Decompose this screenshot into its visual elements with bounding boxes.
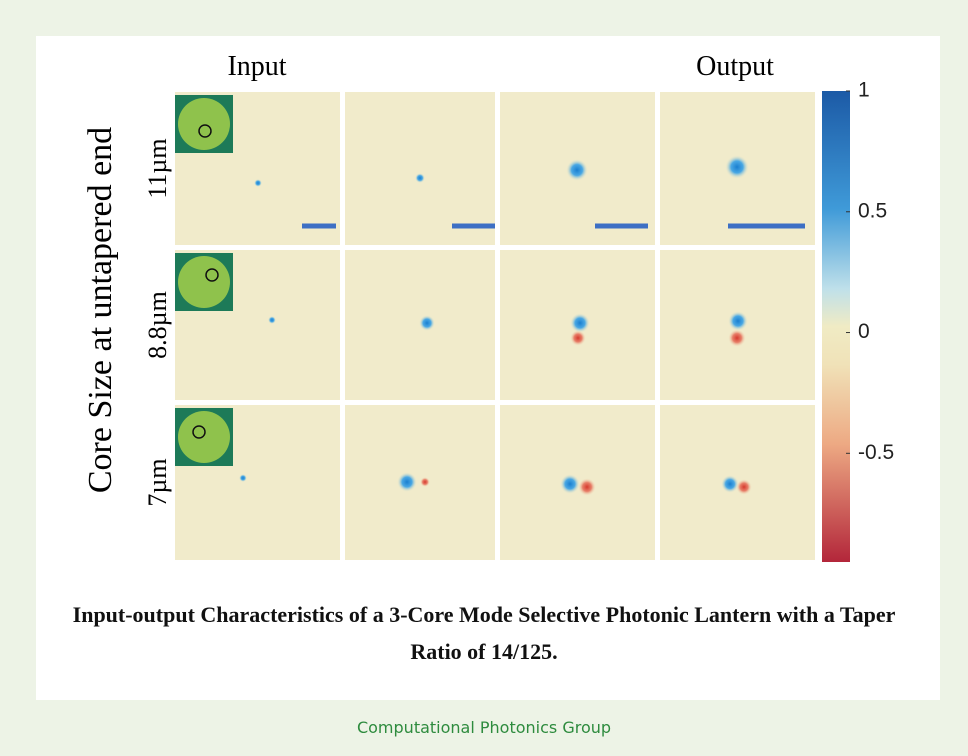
field-spot <box>254 179 262 187</box>
field-spot <box>397 472 417 492</box>
column-label: Input <box>227 51 286 82</box>
field-spot <box>420 477 430 487</box>
y-axis-label: Core Size at untapered end <box>82 127 119 493</box>
field-spot <box>721 475 739 493</box>
fiber-cladding <box>178 411 230 463</box>
fiber-cladding <box>178 256 230 308</box>
row-label: 7µm <box>143 458 172 506</box>
field-spot <box>578 478 596 496</box>
row-label: 11µm <box>143 138 172 198</box>
field-panel <box>345 405 495 560</box>
caption: Input-output Characteristics of a 3-Core… <box>72 602 896 664</box>
field-spot <box>570 330 586 346</box>
core-marker <box>198 124 212 138</box>
field-spot <box>268 316 276 324</box>
field-spot <box>725 155 749 179</box>
field-spot <box>566 159 588 181</box>
field-spot <box>560 474 580 494</box>
core-marker <box>205 268 219 282</box>
field-spot <box>419 315 435 331</box>
field-spot <box>736 479 752 495</box>
field-spot <box>570 313 590 333</box>
colorbar <box>822 91 850 562</box>
footer: Computational Photonics Group <box>356 718 612 737</box>
colorbar-tick-label: 1 <box>858 79 870 102</box>
field-spot <box>415 173 425 183</box>
column-label: Output <box>696 51 774 82</box>
colorbar-tick-label: -0.5 <box>858 441 894 464</box>
core-marker <box>192 425 206 439</box>
field-spot <box>728 311 748 331</box>
field-panel <box>345 92 495 245</box>
field-spot <box>728 329 746 347</box>
colorbar-tick-label: 0 <box>858 320 870 343</box>
field-spot <box>239 474 247 482</box>
fiber-cladding <box>178 98 230 150</box>
row-label: 8.8µm <box>143 291 172 359</box>
figure: Core Size at untapered end Input Output … <box>82 51 894 562</box>
colorbar-tick-label: 0.5 <box>858 199 887 222</box>
